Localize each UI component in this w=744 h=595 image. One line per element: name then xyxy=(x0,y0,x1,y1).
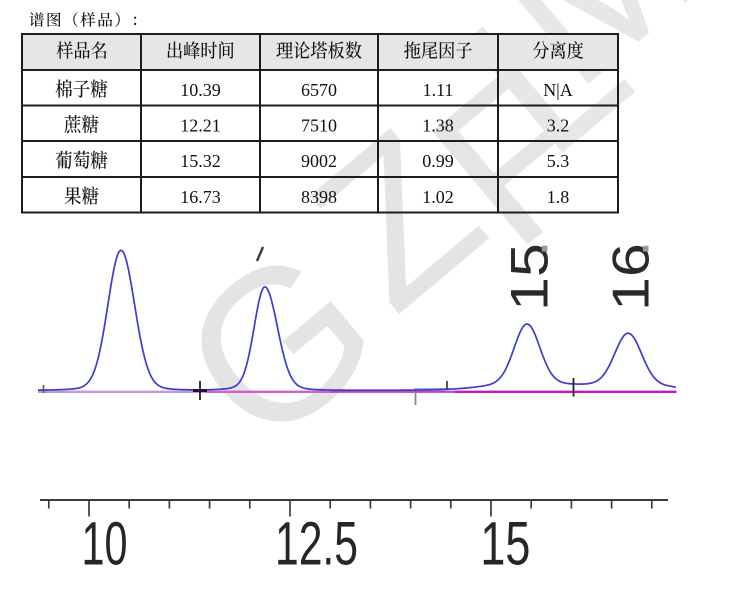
svg-text:3.2: 3.2 xyxy=(547,115,570,135)
svg-text:12.5: 12.5 xyxy=(275,510,358,578)
svg-text:12.21: 12.21 xyxy=(180,115,221,135)
svg-text:1.8: 1.8 xyxy=(547,187,570,207)
svg-text:N|A: N|A xyxy=(543,80,573,100)
svg-text:10.39: 10.39 xyxy=(180,80,221,100)
svg-text:15.: 15. xyxy=(500,240,559,311)
svg-text:1.11: 1.11 xyxy=(423,80,454,100)
svg-text:8398: 8398 xyxy=(301,187,337,207)
svg-text:1.02: 1.02 xyxy=(422,187,454,207)
svg-text:6570: 6570 xyxy=(301,80,337,100)
svg-text:10: 10 xyxy=(82,510,128,578)
svg-text:7510: 7510 xyxy=(301,115,337,135)
svg-text:16.: 16. xyxy=(602,240,660,311)
svg-text:15.32: 15.32 xyxy=(180,151,221,171)
svg-text:0.99: 0.99 xyxy=(422,151,454,171)
svg-text:15: 15 xyxy=(480,510,530,578)
svg-text:1.38: 1.38 xyxy=(422,115,454,135)
svg-text:16.73: 16.73 xyxy=(180,187,221,207)
svg-text:5.3: 5.3 xyxy=(547,151,570,171)
svg-text:9002: 9002 xyxy=(301,151,337,171)
